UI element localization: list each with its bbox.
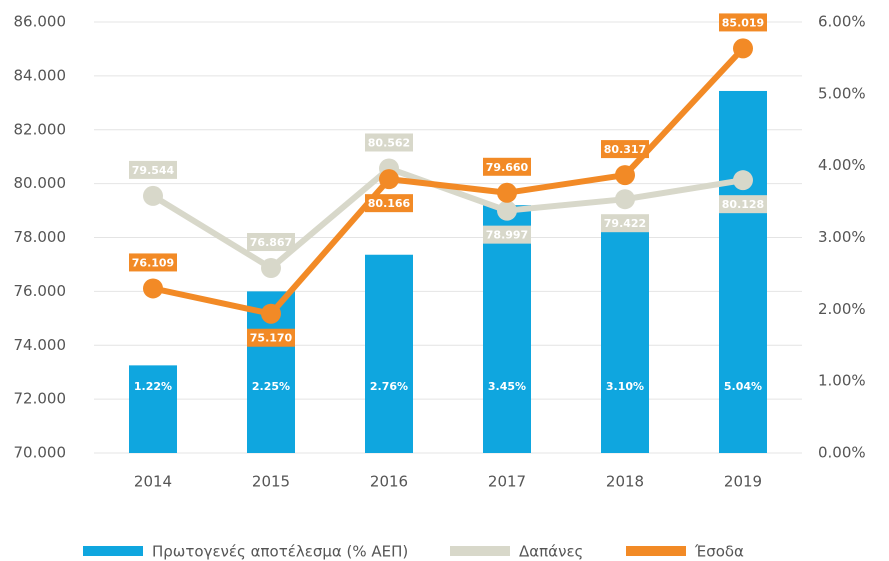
- data-label-box: [601, 140, 649, 159]
- legend-label: Πρωτογενές αποτέλεσμα (% ΑΕΠ): [152, 543, 408, 561]
- bar: [601, 230, 649, 453]
- line: [151, 165, 744, 272]
- data-label: 80.317: [604, 143, 646, 156]
- bar: [129, 365, 177, 453]
- y2-tick-label: 3.00%: [818, 228, 866, 246]
- data-label: 78.997: [486, 229, 528, 242]
- data-label: 76.867: [250, 236, 292, 249]
- data-label: 76.109: [132, 256, 174, 269]
- data-label: 3.45%: [488, 380, 526, 393]
- data-label: 2.76%: [370, 380, 408, 393]
- legend-swatch: [83, 546, 143, 556]
- y2-tick-label: 6.00%: [818, 13, 866, 31]
- bar: [483, 205, 531, 453]
- x-tick-label: 2015: [252, 473, 290, 491]
- line: [152, 46, 746, 317]
- data-label: 2.25%: [252, 380, 290, 393]
- data-label-box: [719, 13, 767, 32]
- y-tick-label: 86.000: [14, 13, 67, 31]
- marker: [261, 258, 281, 279]
- y-tick-label: 84.000: [14, 66, 67, 84]
- x-tick-label: 2017: [488, 473, 526, 491]
- data-label-box: [483, 225, 531, 244]
- marker: [497, 182, 517, 203]
- y-tick-label: 82.000: [14, 120, 67, 138]
- y-tick-label: 78.000: [14, 228, 67, 246]
- data-label-box: [365, 133, 413, 152]
- y-tick-label: 74.000: [14, 336, 67, 354]
- y-tick-label: 70.000: [14, 444, 67, 462]
- y2-tick-label: 0.00%: [818, 444, 866, 462]
- data-label-box: [129, 253, 177, 272]
- y2-tick-label: 4.00%: [818, 156, 866, 174]
- bar: [719, 90, 767, 454]
- data-label: 80.128: [722, 198, 764, 211]
- marker: [615, 189, 635, 210]
- data-label: 5.04%: [724, 380, 762, 393]
- data-label: 1.22%: [134, 380, 172, 393]
- data-label: 85.019: [722, 16, 764, 29]
- y2-tick-label: 2.00%: [818, 300, 866, 318]
- marker: [143, 278, 163, 299]
- bar: [365, 254, 413, 453]
- data-label: 75.170: [250, 332, 293, 345]
- data-label-box: [719, 195, 767, 214]
- marker: [497, 200, 517, 221]
- legend-swatch: [626, 546, 686, 556]
- marker: [615, 165, 635, 186]
- data-label: 79.422: [604, 217, 646, 230]
- marker: [733, 38, 753, 59]
- data-label-box: [247, 328, 295, 347]
- y-tick-label: 80.000: [14, 174, 67, 192]
- legend-label: Έσοδα: [694, 543, 744, 561]
- y2-tick-label: 5.00%: [818, 84, 866, 102]
- data-label: 79.544: [132, 164, 175, 177]
- data-label: 80.166: [368, 197, 411, 210]
- y-tick-label: 76.000: [14, 282, 67, 300]
- y-tick-label: 72.000: [14, 390, 67, 408]
- data-label: 79.660: [486, 161, 529, 174]
- data-label-box: [247, 233, 295, 252]
- data-label: 3.10%: [606, 380, 644, 393]
- x-tick-label: 2016: [370, 473, 408, 491]
- legend-label: Δαπάνες: [519, 543, 583, 561]
- x-tick-label: 2018: [606, 473, 644, 491]
- marker: [261, 303, 281, 324]
- data-label-box: [601, 214, 649, 233]
- x-tick-label: 2014: [134, 473, 172, 491]
- marker: [379, 169, 399, 190]
- marker: [143, 185, 163, 206]
- data-label-box: [129, 160, 177, 179]
- legend-swatch: [450, 546, 510, 556]
- data-label-box: [483, 157, 531, 176]
- marker: [733, 170, 753, 191]
- y2-tick-label: 1.00%: [818, 372, 866, 390]
- data-label: 80.562: [368, 136, 410, 149]
- x-tick-label: 2019: [724, 473, 762, 491]
- data-label-box: [365, 194, 413, 213]
